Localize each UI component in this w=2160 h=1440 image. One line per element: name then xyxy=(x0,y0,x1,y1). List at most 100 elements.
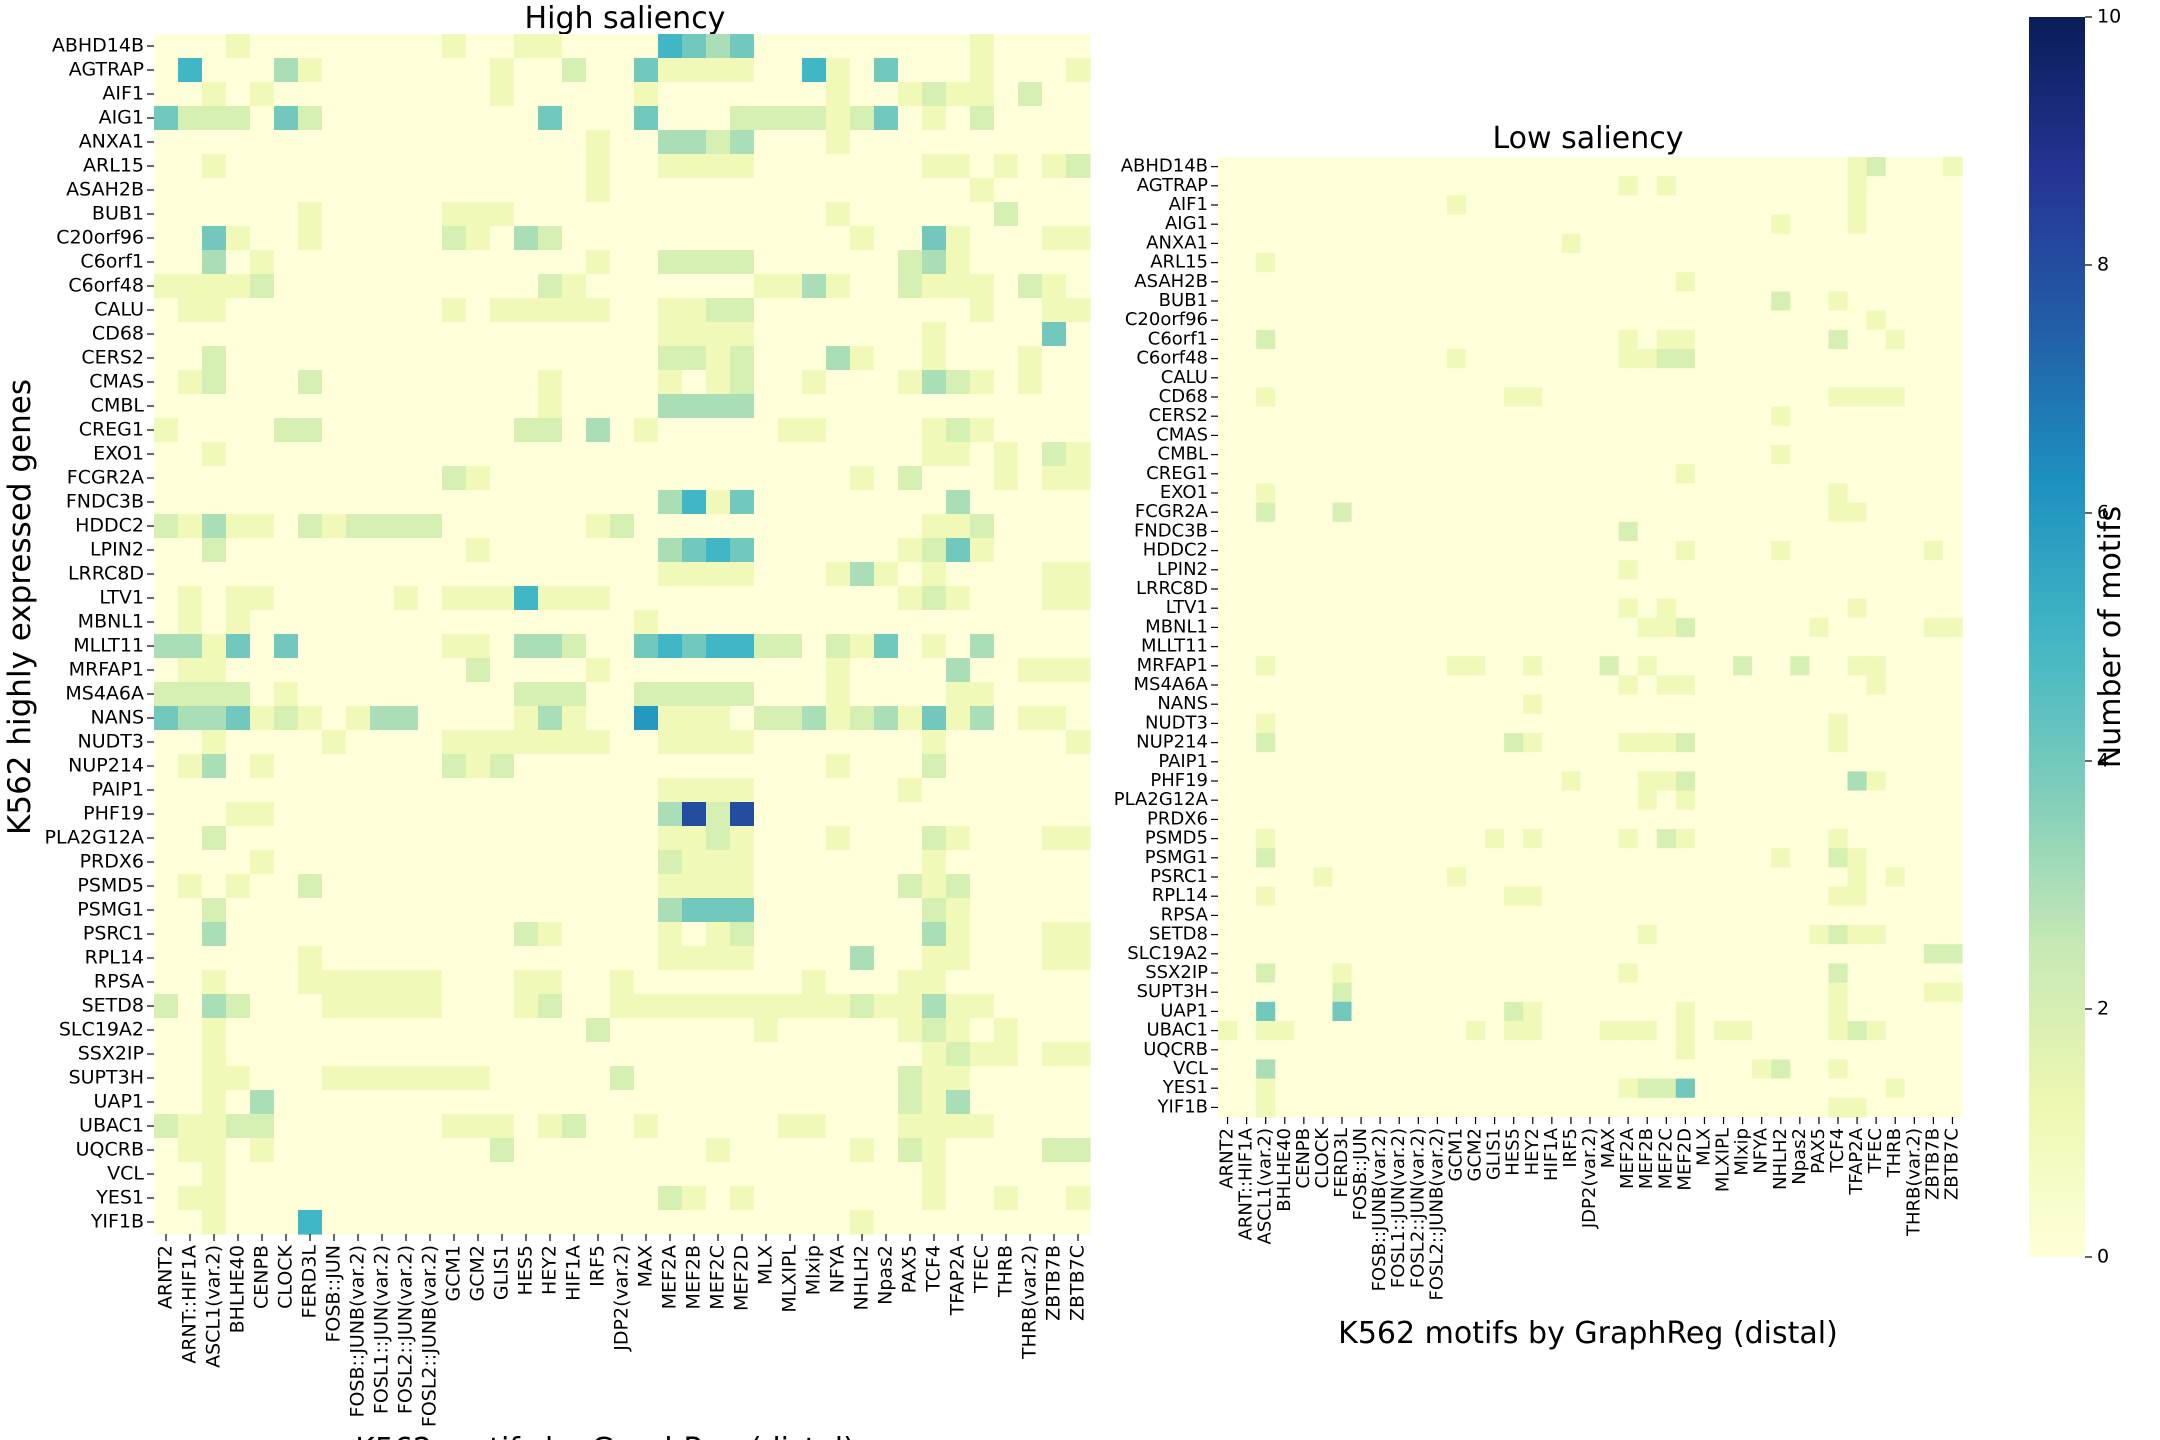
heatmap-cell xyxy=(394,298,419,323)
heatmap-cell xyxy=(298,1042,323,1067)
heatmap-cell xyxy=(1828,1021,1849,1041)
heatmap-cell xyxy=(1351,349,1372,369)
heatmap-cell xyxy=(1847,963,1868,984)
heatmap-cell xyxy=(1018,730,1043,755)
heatmap-cell xyxy=(802,898,827,923)
heatmap-cell xyxy=(1332,521,1353,542)
heatmap-cell xyxy=(1847,598,1868,619)
heatmap-cell xyxy=(250,1162,275,1187)
heatmap-cell xyxy=(1237,1078,1257,1099)
heatmap-cell xyxy=(1904,733,1925,753)
heatmap-cell xyxy=(1256,771,1276,792)
heatmap-cell xyxy=(1256,848,1276,868)
heatmap-cell xyxy=(1847,214,1868,235)
heatmap-cell xyxy=(1446,541,1467,561)
heatmap-cell xyxy=(1752,157,1772,177)
heatmap-cell xyxy=(1885,713,1906,734)
heatmap-cell xyxy=(154,610,179,635)
heatmap-cell xyxy=(922,1138,947,1163)
heatmap-cell xyxy=(1599,445,1620,465)
heatmap-cell xyxy=(370,226,395,251)
heatmap-cell xyxy=(1809,521,1830,542)
heatmap-cell xyxy=(226,82,251,107)
heatmap-cell xyxy=(1275,713,1295,734)
heatmap-cell xyxy=(1408,483,1429,504)
heatmap-cell xyxy=(1885,483,1906,504)
heatmap-cell xyxy=(778,682,803,707)
heatmap-cell xyxy=(826,898,851,923)
heatmap-cell xyxy=(442,562,467,587)
heatmap-cell xyxy=(1542,1078,1562,1099)
heatmap-cell xyxy=(1561,713,1582,734)
heatmap-cell xyxy=(634,370,659,395)
heatmap-cell xyxy=(682,1090,707,1115)
heatmap-cell xyxy=(274,418,299,443)
heatmap-cell xyxy=(1332,157,1353,177)
heatmap-cell xyxy=(1923,752,1944,772)
heatmap-cell xyxy=(562,490,587,515)
heatmap-cell xyxy=(442,82,467,107)
heatmap-cell xyxy=(322,538,347,563)
heatmap-cell xyxy=(1771,157,1791,177)
row-label: MS4A6A xyxy=(1134,674,1209,695)
heatmap-cell xyxy=(1427,733,1448,753)
heatmap-cell xyxy=(394,658,419,683)
heatmap-cell xyxy=(1504,406,1524,427)
heatmap-cell xyxy=(802,82,827,107)
heatmap-cell xyxy=(898,970,923,995)
heatmap-cell xyxy=(514,610,539,635)
heatmap-cell xyxy=(610,898,635,923)
heatmap-cell xyxy=(1446,944,1467,964)
heatmap-cell xyxy=(370,466,395,491)
heatmap-cell xyxy=(874,370,899,395)
column-label: HIF1A xyxy=(1541,1127,1562,1181)
heatmap-cell xyxy=(1313,349,1334,369)
heatmap-cell xyxy=(1466,483,1486,504)
heatmap-cell xyxy=(1885,560,1906,580)
heatmap-cell xyxy=(394,730,419,755)
heatmap-cell xyxy=(1809,425,1830,446)
heatmap-cell xyxy=(1370,157,1391,177)
heatmap-cell xyxy=(1351,445,1372,465)
heatmap-cell xyxy=(946,706,971,731)
heatmap-cell xyxy=(1637,713,1658,734)
heatmap-cell xyxy=(370,850,395,875)
heatmap-cell xyxy=(1809,579,1830,600)
heatmap-cell xyxy=(1618,541,1639,561)
heatmap-cell xyxy=(754,754,779,779)
heatmap-cell xyxy=(1466,1078,1486,1099)
heatmap-cell xyxy=(1828,1040,1849,1060)
heatmap-cell xyxy=(1542,521,1562,542)
heatmap-cell xyxy=(154,802,179,827)
heatmap-cell xyxy=(1408,541,1429,561)
row-label: SLC19A2 xyxy=(59,1019,144,1041)
heatmap-cell xyxy=(754,562,779,587)
heatmap-cell xyxy=(1504,291,1524,312)
heatmap-cell xyxy=(490,274,515,299)
heatmap-cell xyxy=(154,322,179,347)
heatmap-cell xyxy=(418,706,443,731)
heatmap-cell xyxy=(1828,502,1849,523)
heatmap-cell xyxy=(1523,253,1543,273)
heatmap-cell xyxy=(442,322,467,347)
heatmap-cell xyxy=(1561,272,1582,292)
heatmap-cell xyxy=(538,202,563,227)
heatmap-cell xyxy=(1466,694,1486,715)
heatmap-cell xyxy=(1790,809,1810,830)
heatmap-cell xyxy=(1351,944,1372,964)
column-label: FOSL2::JUNB(var.2) xyxy=(1426,1128,1447,1301)
heatmap-cell xyxy=(778,250,803,275)
heatmap-cell xyxy=(274,826,299,851)
heatmap-cell xyxy=(1561,291,1582,312)
heatmap-cell xyxy=(202,418,227,443)
heatmap-cell xyxy=(1485,310,1505,331)
heatmap-cell xyxy=(1542,483,1562,504)
heatmap-cell xyxy=(850,922,875,947)
heatmap-cell xyxy=(730,514,755,539)
heatmap-cell xyxy=(1370,272,1391,292)
heatmap-cell xyxy=(346,1066,371,1091)
heatmap-cell xyxy=(994,394,1019,419)
heatmap-cell xyxy=(1733,291,1753,312)
heatmap-cell xyxy=(514,730,539,755)
heatmap-cell xyxy=(658,538,683,563)
